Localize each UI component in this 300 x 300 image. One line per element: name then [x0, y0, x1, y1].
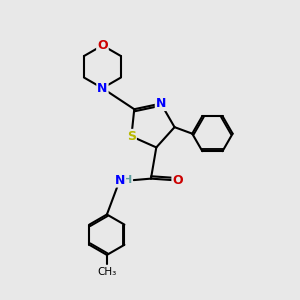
- Text: O: O: [172, 174, 183, 187]
- Text: N: N: [97, 82, 108, 95]
- Text: N: N: [156, 97, 166, 110]
- Text: N: N: [115, 174, 125, 187]
- Text: H: H: [123, 175, 132, 185]
- Text: S: S: [127, 130, 136, 143]
- Text: O: O: [97, 39, 108, 52]
- Text: CH₃: CH₃: [97, 267, 116, 278]
